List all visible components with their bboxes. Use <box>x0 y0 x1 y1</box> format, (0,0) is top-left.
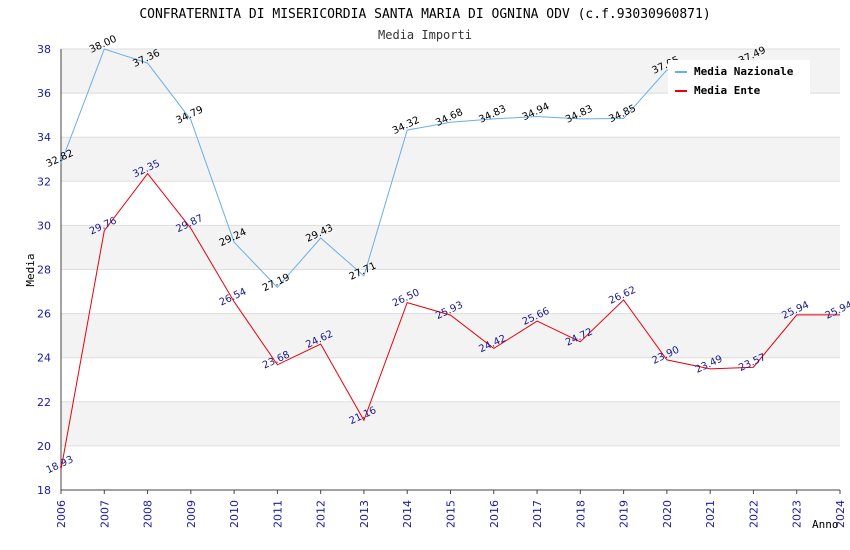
band <box>61 181 840 226</box>
x-tick-label: 2018 <box>574 500 587 528</box>
y-axis-label: Media <box>24 253 37 286</box>
y-tick-label: 26 <box>37 308 51 321</box>
x-tick-label: 2013 <box>358 500 371 528</box>
band <box>61 401 840 446</box>
legend: Media Nazionale Media Ente <box>668 60 810 100</box>
legend-label-ente: Media Ente <box>694 84 761 97</box>
x-tick-label: 2016 <box>488 500 501 528</box>
band <box>61 225 840 270</box>
y-tick-label: 18 <box>37 484 51 497</box>
y-tick-label: 38 <box>37 43 51 56</box>
y-tick-label: 22 <box>37 396 51 409</box>
x-tick-label: 2023 <box>791 500 804 528</box>
x-tick-label: 2014 <box>401 500 414 528</box>
y-tick-label: 24 <box>37 352 51 365</box>
x-tick-label: 2008 <box>142 500 155 528</box>
y-tick-labels: 18 20 22 24 26 28 30 32 34 36 38 <box>37 43 51 497</box>
band <box>61 137 840 182</box>
x-tick-labels: 2006 2007 2008 2009 2010 2011 2012 2013 2014 2015… <box>55 490 847 528</box>
band <box>61 357 840 402</box>
x-axis-label: Anno <box>812 518 839 531</box>
band <box>61 313 840 358</box>
chart-subtitle: Media Importi <box>378 28 472 42</box>
band <box>61 93 840 138</box>
x-tick-label: 2010 <box>228 500 241 528</box>
y-tick-label: 34 <box>37 131 51 144</box>
series-lines <box>60 48 840 470</box>
band <box>61 269 840 314</box>
y-tick-label: 36 <box>37 87 51 100</box>
x-tick-label: 2019 <box>618 500 631 528</box>
x-tick-label: 2020 <box>661 500 674 528</box>
x-tick-label: 2007 <box>98 500 111 528</box>
x-tick-label: 2015 <box>445 500 458 528</box>
series-line-nazionale <box>60 48 754 289</box>
x-tick-label: 2017 <box>531 500 544 528</box>
y-tick-label: 28 <box>37 264 51 277</box>
band <box>61 445 840 490</box>
y-tick-label: 20 <box>37 440 51 453</box>
chart-title: CONFRATERNITA DI MISERICORDIA SANTA MARI… <box>139 7 710 22</box>
x-tick-label: 2021 <box>704 500 717 528</box>
y-tick-label: 32 <box>37 175 51 188</box>
x-tick-label: 2022 <box>747 500 760 528</box>
legend-box <box>668 60 810 100</box>
plot-background-bands <box>61 49 840 490</box>
x-tick-label: 2012 <box>315 500 328 528</box>
series-line-ente <box>60 172 840 470</box>
legend-label-nazionale: Media Nazionale <box>694 65 794 78</box>
x-tick-label: 2009 <box>185 500 198 528</box>
x-tick-label: 2011 <box>271 500 284 528</box>
y-tick-label: 30 <box>37 219 51 232</box>
x-tick-label: 2006 <box>55 500 68 528</box>
x-tick-label: 2024 <box>834 500 847 528</box>
